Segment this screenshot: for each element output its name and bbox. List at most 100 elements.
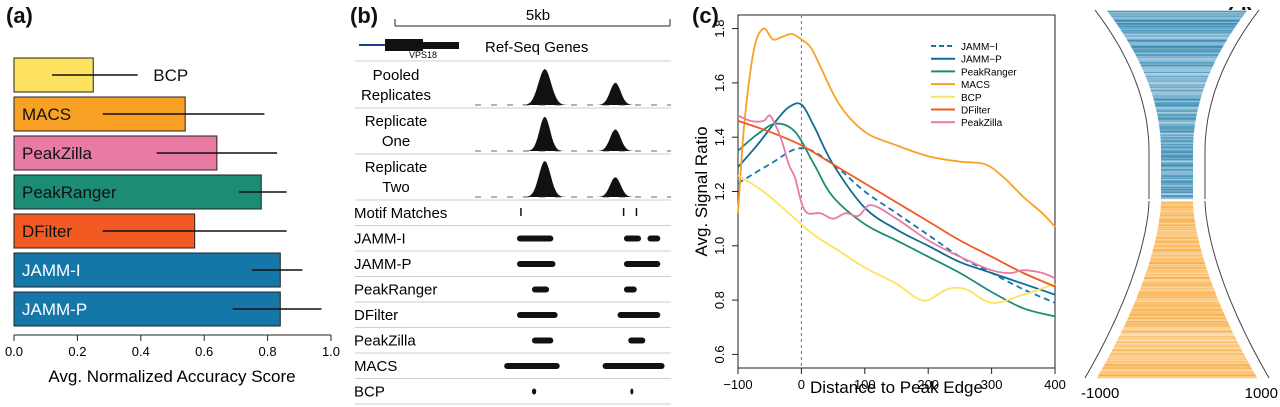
y-axis-title: Avg. Signal Ratio (692, 126, 711, 256)
x-tick-label: −100 (723, 377, 752, 392)
x-axis-title: Avg. Normalized Accuracy Score (48, 367, 295, 386)
heatmap-row (1152, 95, 1202, 97)
heatmap-row (1147, 268, 1207, 271)
heatmap-row (1152, 251, 1202, 253)
heatmap-row (1159, 131, 1195, 133)
heatmap-row (1156, 110, 1198, 112)
heatmap-row (1161, 164, 1193, 166)
peak-interval (531, 388, 537, 395)
signal-peak (519, 69, 571, 105)
heatmap-row (1148, 264, 1206, 267)
heatmap-row (1156, 232, 1198, 234)
interval-track-label-motif-matches: Motif Matches (354, 205, 447, 222)
bar-label-peakranger: PeakRanger (22, 183, 117, 202)
heatmap-row (1161, 151, 1193, 153)
heatmap-row (1128, 40, 1226, 43)
heatmap-row (1125, 36, 1229, 39)
heatmap-row (1128, 316, 1226, 318)
heatmap-row (1141, 283, 1213, 285)
heatmap-row (1153, 99, 1201, 101)
heatmap-row (1136, 298, 1218, 300)
interval-track-label-peakzilla: PeakZilla (354, 333, 416, 350)
heatmap-envelope-left (1094, 9, 1150, 199)
heatmap-row (1133, 305, 1221, 307)
heatmap-row (1160, 139, 1194, 141)
heatmap-row (1144, 275, 1210, 278)
heatmap-row (1155, 104, 1199, 106)
heatmap-row (1160, 212, 1194, 215)
heatmap-row (1161, 183, 1193, 185)
heatmap-row (1155, 239, 1199, 241)
heatmap-row (1142, 68, 1212, 70)
bar-label-jamm-p: JAMM-P (22, 300, 87, 319)
heatmap-row (1141, 285, 1213, 287)
x-tick-label: 0.0 (5, 344, 23, 359)
heatmap-row (1159, 125, 1195, 127)
heatmap-row (1157, 227, 1197, 229)
heatmap-row (1115, 343, 1239, 345)
heatmap-row (1161, 153, 1193, 155)
heatmap-row (1112, 349, 1242, 351)
peak-interval (630, 388, 634, 395)
heatmap-row (1145, 274, 1209, 277)
heatmap-row (1160, 133, 1194, 135)
heatmap-row (1159, 220, 1195, 222)
signal-peak (594, 129, 637, 151)
heatmap-row (1126, 320, 1228, 323)
heatmap-row (1107, 10, 1247, 13)
signal-track-label-line2: Two (382, 179, 410, 196)
legend-label: JAMM−I (961, 42, 998, 53)
heatmap-row (1134, 51, 1220, 54)
heatmap-row (1105, 361, 1249, 363)
heatmap-row (1123, 327, 1231, 330)
heatmap-row (1159, 217, 1195, 219)
heatmap-row (1161, 152, 1193, 154)
x-axis-title: Distance to Peak Edge (810, 378, 983, 397)
heatmap-row (1113, 346, 1241, 348)
heatmap-row (1151, 90, 1203, 92)
heatmap-row (1160, 149, 1194, 151)
heatmap-row (1161, 177, 1193, 179)
heatmap-row (1099, 372, 1255, 374)
heatmap-row (1160, 204, 1194, 207)
heatmap-row (1124, 324, 1230, 327)
heatmap-row (1142, 281, 1212, 283)
heatmap-row (1138, 291, 1216, 293)
heatmap-row (1158, 118, 1196, 120)
panel-label-c: (c) (692, 3, 719, 28)
heatmap-row (1161, 166, 1193, 168)
y-tick-label: 1.0 (712, 237, 727, 255)
interval-track-label-bcp: BCP (354, 384, 385, 401)
heatmap-row (1155, 107, 1199, 109)
heatmap-row (1133, 50, 1221, 53)
peak-interval (516, 261, 556, 267)
heatmap-row (1158, 223, 1196, 225)
interval-track-label-macs: MACS (354, 358, 397, 375)
heatmap-row (1148, 83, 1206, 85)
heatmap-row (1156, 112, 1198, 114)
heatmap-row (1107, 10, 1247, 12)
heatmap-row (1145, 273, 1209, 276)
heatmap-row (1161, 163, 1193, 165)
interval-track-label-peakranger: PeakRanger (354, 282, 437, 299)
heatmap-row (1160, 143, 1194, 145)
heatmap-row (1158, 122, 1196, 124)
heatmap-row (1119, 27, 1235, 30)
legend-label: JAMM−P (961, 55, 1002, 66)
heatmap-row (1159, 130, 1195, 132)
heatmap-row (1127, 319, 1227, 321)
heatmap-row (1161, 170, 1193, 172)
heatmap-row (1143, 69, 1211, 71)
heatmap-row (1159, 215, 1195, 218)
heatmap-row (1148, 263, 1206, 266)
heatmap-row (1154, 100, 1200, 102)
heatmap-row (1158, 121, 1196, 123)
heatmap-row (1157, 113, 1197, 115)
y-tick-label: 1.4 (712, 128, 727, 146)
heatmap-row (1150, 88, 1204, 90)
heatmap-row (1138, 292, 1216, 294)
heatmap-row (1145, 74, 1209, 76)
heatmap-row (1161, 155, 1193, 157)
heatmap-row (1146, 269, 1208, 272)
heatmap-row (1142, 67, 1212, 69)
